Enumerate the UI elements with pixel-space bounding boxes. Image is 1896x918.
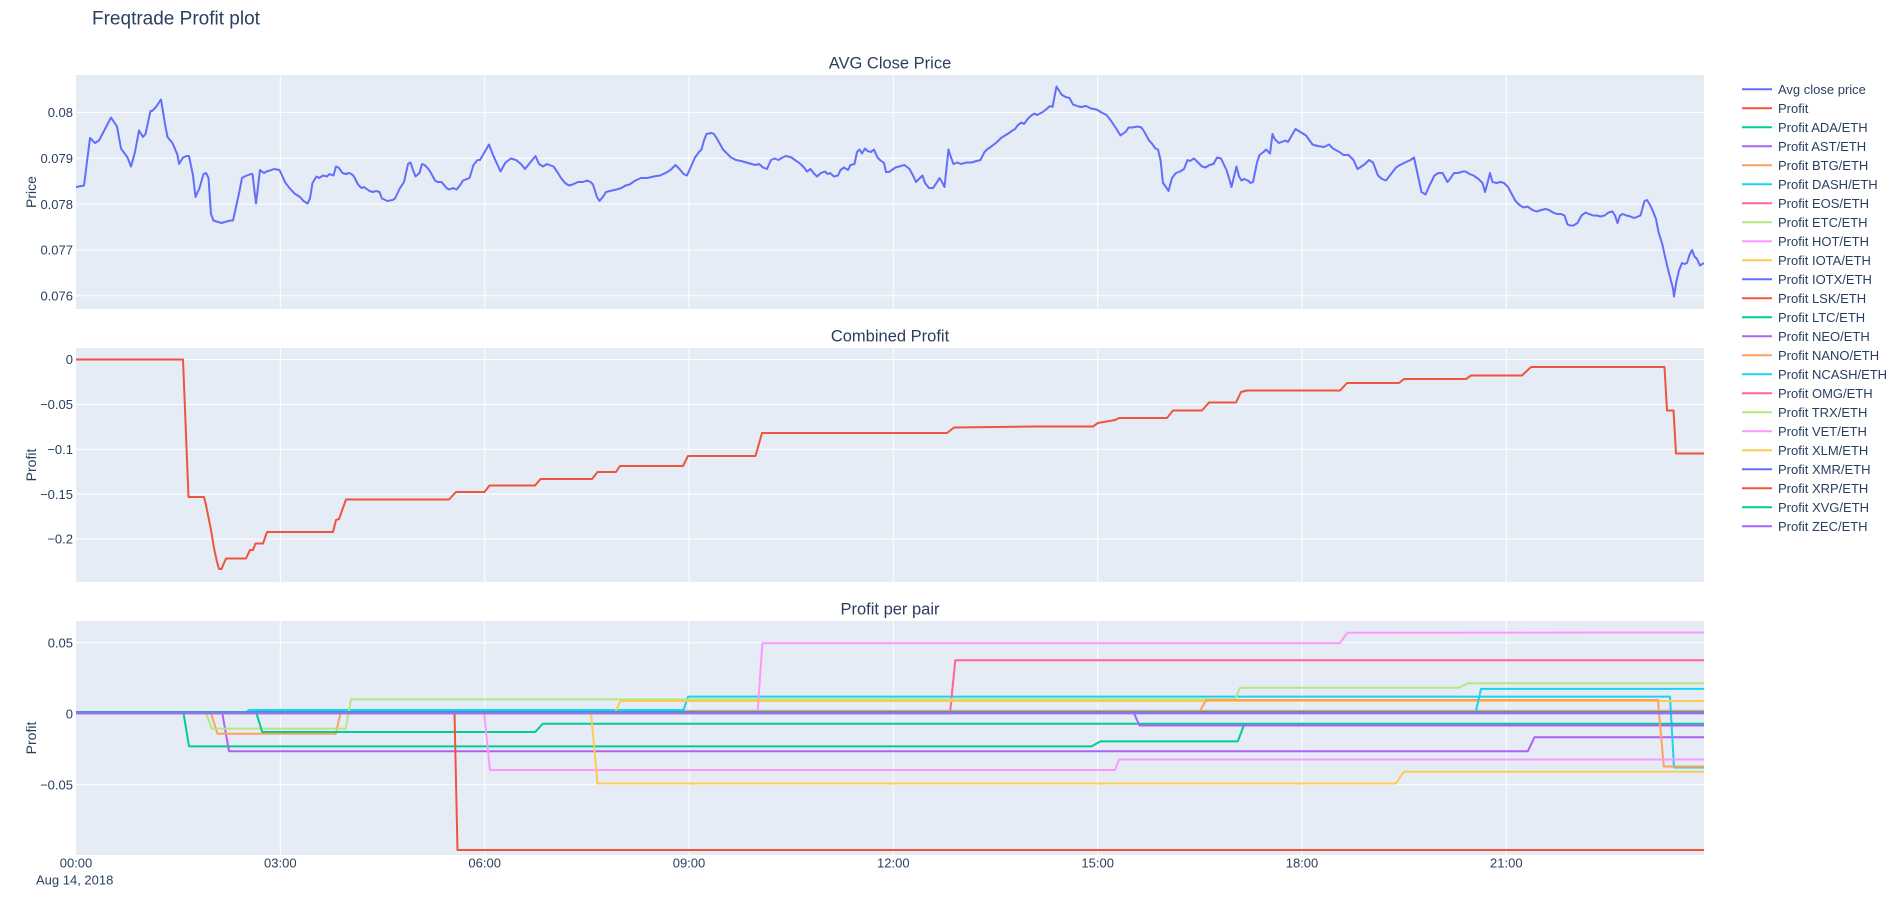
svg-text:03:00: 03:00 (264, 856, 297, 871)
svg-text:0.077: 0.077 (40, 243, 73, 258)
svg-text:Profit ZEC/ETH: Profit ZEC/ETH (1778, 519, 1868, 534)
svg-text:Profit per pair: Profit per pair (840, 601, 940, 619)
svg-text:−0.05: −0.05 (40, 777, 73, 792)
svg-text:15:00: 15:00 (1081, 856, 1114, 871)
svg-text:18:00: 18:00 (1286, 856, 1319, 871)
svg-text:Combined Profit: Combined Profit (831, 328, 950, 346)
svg-text:Profit OMG/ETH: Profit OMG/ETH (1778, 386, 1873, 401)
svg-text:Profit XMR/ETH: Profit XMR/ETH (1778, 462, 1870, 477)
svg-text:0.076: 0.076 (40, 289, 73, 304)
svg-text:Profit TRX/ETH: Profit TRX/ETH (1778, 405, 1867, 420)
svg-text:Profit XLM/ETH: Profit XLM/ETH (1778, 443, 1868, 458)
svg-text:Profit ETC/ETH: Profit ETC/ETH (1778, 215, 1868, 230)
svg-text:0: 0 (66, 706, 73, 721)
svg-text:Profit DASH/ETH: Profit DASH/ETH (1778, 177, 1878, 192)
svg-text:0.078: 0.078 (40, 197, 73, 212)
svg-text:AVG Close Price: AVG Close Price (829, 55, 952, 73)
svg-text:Profit NEO/ETH: Profit NEO/ETH (1778, 329, 1870, 344)
svg-text:Profit LSK/ETH: Profit LSK/ETH (1778, 291, 1866, 306)
svg-text:0.079: 0.079 (40, 151, 73, 166)
svg-text:Profit IOTA/ETH: Profit IOTA/ETH (1778, 253, 1871, 268)
svg-text:0: 0 (66, 352, 73, 367)
svg-text:−0.1: −0.1 (47, 442, 73, 457)
svg-text:09:00: 09:00 (673, 856, 706, 871)
svg-text:Profit IOTX/ETH: Profit IOTX/ETH (1778, 272, 1872, 287)
svg-text:00:00: 00:00 (60, 856, 93, 871)
svg-text:0.05: 0.05 (48, 636, 73, 651)
svg-text:Profit ADA/ETH: Profit ADA/ETH (1778, 120, 1868, 135)
svg-text:−0.2: −0.2 (47, 532, 73, 547)
svg-text:−0.05: −0.05 (40, 397, 73, 412)
svg-text:Profit HOT/ETH: Profit HOT/ETH (1778, 234, 1869, 249)
svg-text:Profit NCASH/ETH: Profit NCASH/ETH (1778, 367, 1887, 382)
svg-text:Profit: Profit (23, 449, 39, 482)
svg-text:Profit NANO/ETH: Profit NANO/ETH (1778, 348, 1879, 363)
svg-text:Profit VET/ETH: Profit VET/ETH (1778, 424, 1867, 439)
svg-text:Freqtrade Profit plot: Freqtrade Profit plot (92, 9, 261, 30)
svg-text:06:00: 06:00 (468, 856, 501, 871)
svg-text:Profit BTG/ETH: Profit BTG/ETH (1778, 158, 1868, 173)
svg-text:Profit: Profit (23, 722, 39, 755)
svg-text:Profit XVG/ETH: Profit XVG/ETH (1778, 500, 1869, 515)
svg-text:0.08: 0.08 (48, 105, 73, 120)
svg-text:Price: Price (23, 176, 39, 208)
svg-text:Profit LTC/ETH: Profit LTC/ETH (1778, 310, 1865, 325)
svg-text:−0.15: −0.15 (40, 487, 73, 502)
svg-text:21:00: 21:00 (1490, 856, 1523, 871)
svg-text:12:00: 12:00 (877, 856, 910, 871)
svg-text:Profit XRP/ETH: Profit XRP/ETH (1778, 481, 1868, 496)
svg-text:Profit: Profit (1778, 101, 1809, 116)
svg-text:Avg close price: Avg close price (1778, 82, 1866, 97)
svg-text:Profit EOS/ETH: Profit EOS/ETH (1778, 196, 1869, 211)
svg-text:Aug 14, 2018: Aug 14, 2018 (36, 873, 113, 888)
svg-text:Profit AST/ETH: Profit AST/ETH (1778, 139, 1866, 154)
